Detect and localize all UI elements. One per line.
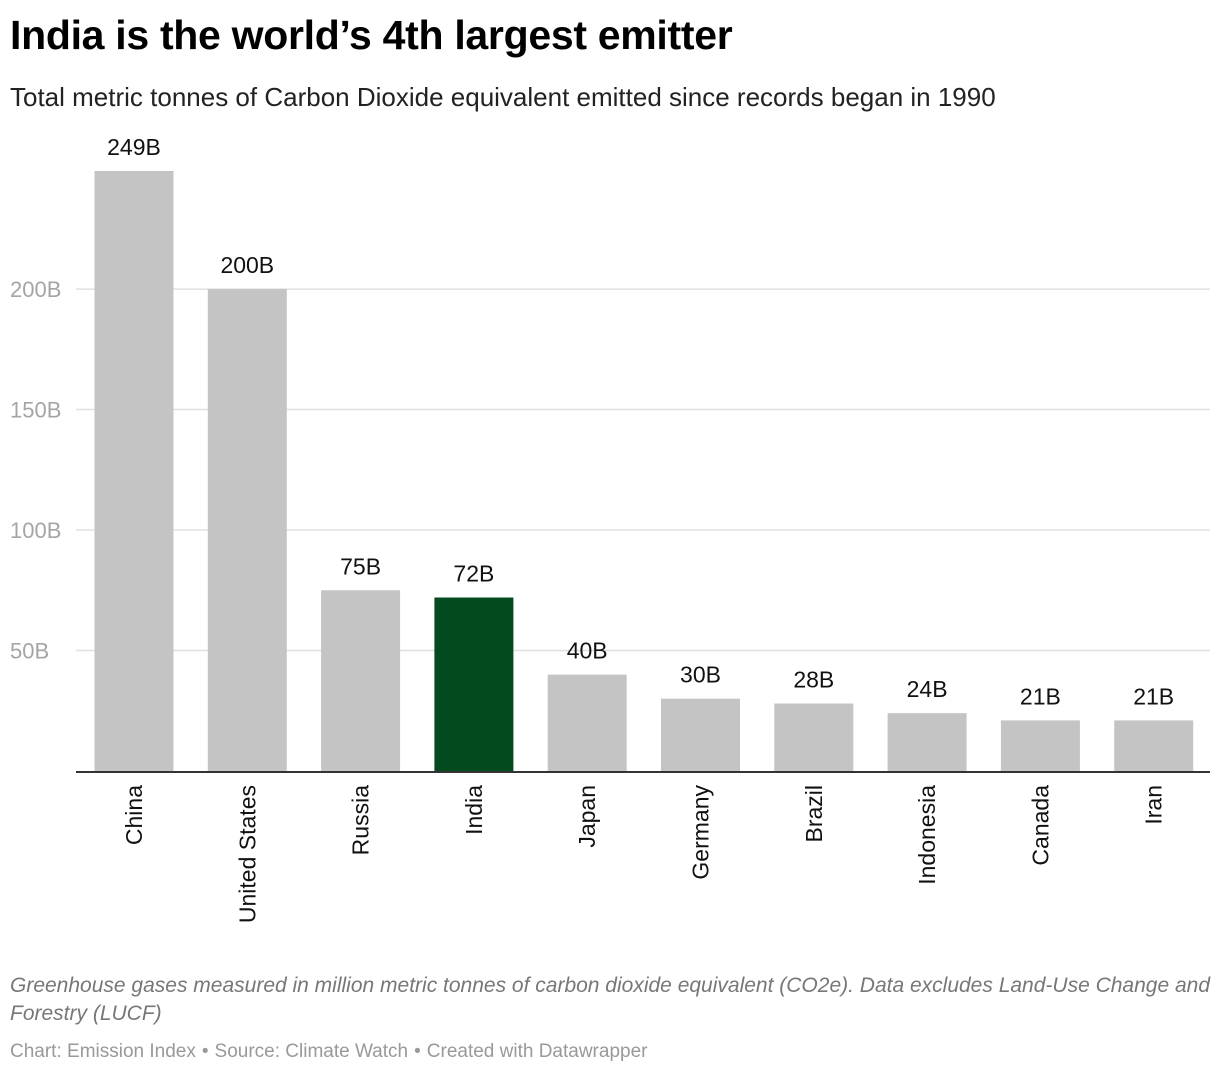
bars [94,171,1194,771]
bar [774,703,854,771]
chart-footer: Chart: Emission Index • Source: Climate Wa… [10,1039,1210,1065]
y-tick-label: 150B [10,398,61,423]
bar [207,289,287,771]
value-label: 200B [220,252,274,278]
bar [321,590,401,771]
x-tick-label: Russia [348,785,374,856]
chart-credit: Chart: Emission Index [10,1041,196,1062]
value-labels: 249B 200B 75B 72B 40B 30B 28B 24B 21B 21B [107,134,1174,709]
y-tick-label: 100B [10,518,61,543]
datawrapper-credit: Created with Datawrapper [426,1041,648,1062]
value-label: 21B [1133,683,1174,709]
x-tick-label: Brazil [801,785,827,843]
y-tick-label: 200B [10,277,61,302]
footer-separator: • [414,1041,421,1062]
footer-separator: • [201,1041,209,1062]
bar [94,171,174,771]
bar [887,713,967,771]
x-tick-label: China [121,785,147,845]
x-tick-label: Indonesia [914,785,940,885]
bar-highlighted [434,597,514,771]
value-label: 24B [907,676,948,702]
x-axis: China United States Russia India Japan German… [76,771,1210,923]
gridlines: 50B 100B 150B 200B [10,277,1210,664]
x-tick-label: Japan [574,785,600,848]
bar [1000,720,1080,771]
chart-title: India is the world’s 4th largest emitter [10,12,733,58]
chart-notes: Greenhouse gases measured in million met… [10,974,1211,1025]
value-label: 249B [107,134,161,160]
y-tick-label: 50B [10,639,49,664]
bar [1114,720,1194,771]
x-tick-label: Iran [1141,785,1167,825]
value-label: 30B [680,662,721,688]
value-label: 28B [793,667,834,693]
value-label: 75B [340,553,381,579]
bar [661,698,740,771]
source-credit: Source: Climate Watch [214,1041,409,1062]
bar [547,674,627,771]
value-label: 72B [453,561,494,587]
x-tick-label: United States [234,785,260,923]
value-label: 40B [567,638,608,664]
value-label: 21B [1020,683,1061,709]
chart-subtitle: Total metric tonnes of Carbon Dioxide eq… [10,82,996,112]
x-tick-label: India [461,785,487,835]
x-tick-label: Canada [1027,785,1053,866]
x-tick-label: Germany [688,785,714,880]
